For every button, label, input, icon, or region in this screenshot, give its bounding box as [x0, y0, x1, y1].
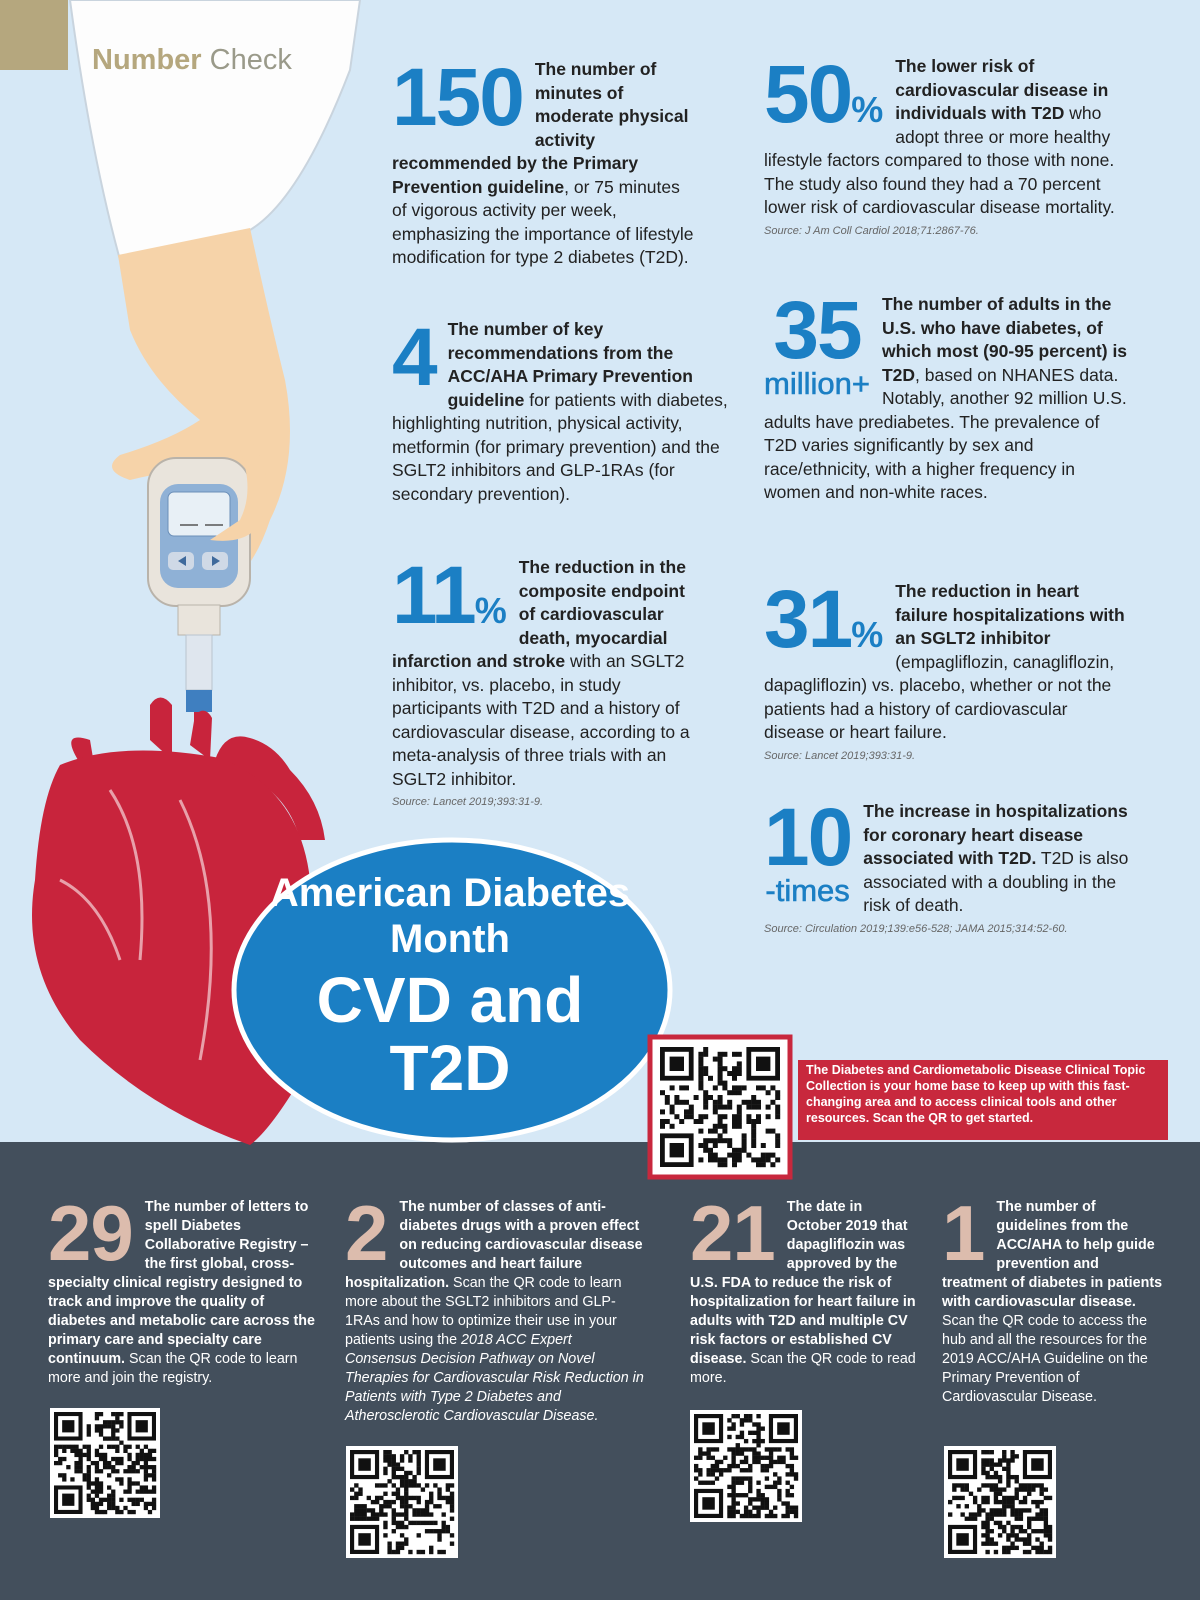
- qr-code: [346, 1446, 458, 1558]
- lead-text: The date in October 2019 that dapagliflo…: [690, 1199, 916, 1367]
- fact: 35 million+ The number of adults in the U.…: [764, 290, 1132, 505]
- body-text: Scan the QR code to learn more about the…: [345, 1275, 622, 1348]
- heart: [32, 750, 318, 1145]
- qr-code: [656, 1043, 784, 1171]
- qr-code: [50, 1408, 160, 1518]
- number: 21: [690, 1189, 776, 1277]
- lead-text: The number of adults in the U.S. who hav…: [881, 294, 1128, 385]
- fact-number: 4: [392, 317, 438, 399]
- number: 35: [773, 285, 862, 376]
- number-unit: %: [474, 590, 507, 631]
- meter-screen: [167, 491, 231, 537]
- lead-text: The number of guidelines from the ACC/AH…: [942, 1199, 1163, 1310]
- body-text: Scan the QR code to access the hub and a…: [942, 1313, 1148, 1405]
- feature: American Diabetes Month CVD and T2D: [250, 870, 650, 1102]
- qr-code: [944, 1446, 1056, 1558]
- highlight-number: 29: [48, 1194, 134, 1272]
- heart-aorta: [215, 736, 325, 840]
- brand-block: [0, 0, 68, 70]
- number: 10: [764, 792, 853, 883]
- number: 31: [764, 574, 853, 665]
- body-text: (empagliflozin, canagliflozin, dapaglifl…: [764, 651, 1115, 743]
- italic-text: 2018 ACC Expert Consensus Decision Pathw…: [345, 1332, 644, 1424]
- number-unit: million+: [764, 366, 871, 401]
- heart-vessel: [190, 710, 212, 760]
- source: Source: Circulation 2019;139:e56-528; JA…: [764, 922, 1068, 935]
- body-text: T2D is also associated with a doubling i…: [863, 848, 1129, 915]
- highlight-number: 1: [942, 1194, 985, 1272]
- fact: 11% The reduction in the composite endpoi…: [392, 555, 704, 810]
- body-text: Scan the QR code to read more.: [690, 1351, 916, 1386]
- source: Source: Lancet 2019;393:31-9.: [392, 796, 544, 808]
- highlight-number: 2: [345, 1194, 388, 1272]
- lead-text: The reduction in the composite endpoint …: [392, 557, 686, 671]
- body-text: , based on NHANES data. Notably, another…: [764, 364, 1127, 503]
- number-unit: %: [851, 614, 884, 655]
- fact-number: 10 -times: [764, 797, 853, 908]
- lead-text: The increase in hospitalizations for cor…: [863, 801, 1128, 868]
- fact: 150 The number of minutes of moderate phy…: [392, 57, 697, 270]
- thumb: [210, 440, 267, 541]
- qr-codes: [50, 1043, 1056, 1558]
- brand-strong: Number: [92, 44, 202, 76]
- number: 1: [942, 1189, 985, 1277]
- test-strip: [185, 634, 213, 691]
- number: 11: [392, 550, 477, 641]
- feature-kicker: American Diabetes Month: [269, 871, 631, 961]
- source: Source: Lancet 2019;393:31-9.: [764, 749, 916, 762]
- highlight: 2 The number of classes of anti-diabetes …: [345, 1194, 645, 1426]
- lead-text: The number of key recommendations from t…: [447, 319, 693, 410]
- fact-number: 35 million+: [764, 290, 871, 401]
- feature-ellipse: [231, 837, 673, 1143]
- lead-text: The reduction in heart failure hospitali…: [895, 581, 1125, 648]
- heart-vessel: [150, 697, 172, 760]
- number-unit: %: [851, 89, 884, 130]
- fact-number: 150: [392, 57, 525, 139]
- qr-code: [690, 1410, 802, 1522]
- number: 50: [764, 49, 853, 140]
- highlight: 21 The date in October 2019 that dapaglif…: [690, 1194, 916, 1388]
- brand-light: Check: [209, 44, 292, 76]
- source: Source: J Am Coll Cardiol 2018;71:2867-7…: [764, 224, 979, 237]
- promo-box: [798, 1060, 1168, 1140]
- brand: Number Check: [92, 44, 292, 77]
- fact: 4 The number of key recommendations from …: [392, 317, 732, 506]
- lead-text: The number of classes of anti-diabetes d…: [345, 1199, 643, 1291]
- meter-port: [177, 604, 221, 636]
- body-text: who adopt three or more healthy lifestyl…: [764, 103, 1115, 217]
- fact-number: 50%: [764, 54, 884, 146]
- lead-text: The number of letters to spell Diabetes …: [48, 1199, 315, 1367]
- body-text: for patients with diabetes, highlighting…: [392, 389, 728, 504]
- highlight: 29 The number of letters to spell Diabete…: [48, 1194, 320, 1388]
- heart-lines: [59, 789, 213, 1061]
- number: 4: [392, 312, 438, 403]
- number-unit: -times: [765, 873, 850, 908]
- highlight-number: 21: [690, 1194, 776, 1272]
- fact: 50% The lower risk of cardiovascular dise…: [764, 54, 1132, 239]
- sleeve: [68, 0, 362, 262]
- body-text: Scan the QR code to learn more and join …: [48, 1351, 298, 1386]
- number: 29: [48, 1189, 134, 1277]
- fact: 10 -times The increase in hospitalizations…: [764, 797, 1129, 937]
- number: 150: [392, 52, 525, 143]
- fact: 31% The reduction in heart failure hospit…: [764, 579, 1126, 764]
- lead-text: The number of minutes of moderate physic…: [392, 59, 689, 197]
- feature-title: CVD and T2D: [316, 964, 584, 1104]
- fact-number: 11%: [392, 555, 507, 647]
- test-strip-tip: [186, 690, 212, 712]
- body-text: , or 75 minutes of vigorous activity per…: [392, 176, 694, 268]
- body-text: with an SGLT2 inhibitor, vs. placebo, in…: [392, 651, 690, 789]
- fact-number: 31%: [764, 579, 884, 671]
- lead-text: The lower risk of cardiovascular disease…: [895, 56, 1109, 123]
- number: 2: [345, 1189, 388, 1277]
- highlight: 1 The number of guidelines from the ACC/A…: [942, 1194, 1167, 1407]
- promo-text: The Diabetes and Cardiometabolic Disease…: [806, 1063, 1146, 1125]
